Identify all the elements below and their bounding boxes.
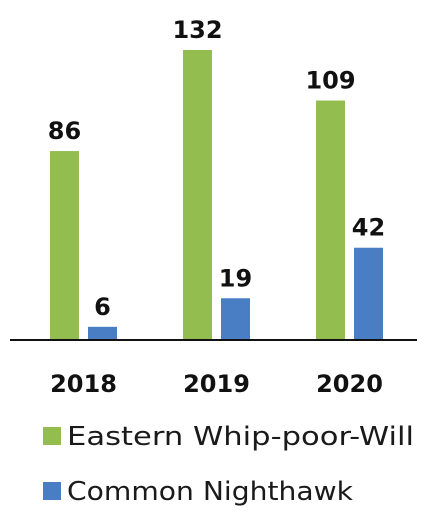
bar-eastern-whip-poor-will-2018: [50, 151, 79, 340]
legend-swatch-common-nighthawk: [43, 482, 61, 500]
data-label-common-nighthawk-2019: 19: [219, 264, 252, 292]
bar-common-nighthawk-2020: [354, 247, 383, 340]
bar-common-nighthawk-2019: [221, 298, 250, 340]
data-label-eastern-whip-poor-will-2019: 132: [172, 16, 222, 44]
bars-layer: [50, 50, 383, 340]
x-axis-tick-labels: 2018 2019 2020: [50, 370, 383, 398]
bar-common-nighthawk-2018: [88, 326, 117, 340]
legend-swatch-eastern-whip-poor-will: [43, 427, 61, 445]
x-tick-label-2019: 2019: [183, 370, 250, 398]
bar-eastern-whip-poor-will-2019: [183, 50, 212, 340]
x-tick-label-2018: 2018: [50, 370, 117, 398]
x-tick-label-2020: 2020: [316, 370, 383, 398]
data-labels-layer: 86 6 132 19 109 42: [48, 16, 385, 321]
bar-eastern-whip-poor-will-2020: [316, 100, 345, 340]
data-label-eastern-whip-poor-will-2018: 86: [48, 117, 81, 145]
data-label-common-nighthawk-2020: 42: [352, 214, 385, 242]
legend: Eastern Whip-poor-Will Common Nighthawk: [43, 422, 414, 507]
data-label-common-nighthawk-2018: 6: [94, 293, 111, 321]
legend-label-eastern-whip-poor-will: Eastern Whip-poor-Will: [67, 422, 414, 452]
data-label-eastern-whip-poor-will-2020: 109: [305, 67, 355, 95]
legend-label-common-nighthawk: Common Nighthawk: [67, 477, 353, 507]
